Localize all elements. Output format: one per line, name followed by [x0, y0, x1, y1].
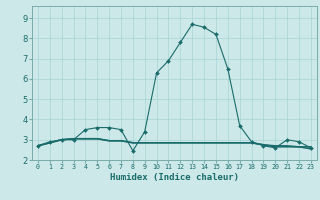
X-axis label: Humidex (Indice chaleur): Humidex (Indice chaleur) [110, 173, 239, 182]
